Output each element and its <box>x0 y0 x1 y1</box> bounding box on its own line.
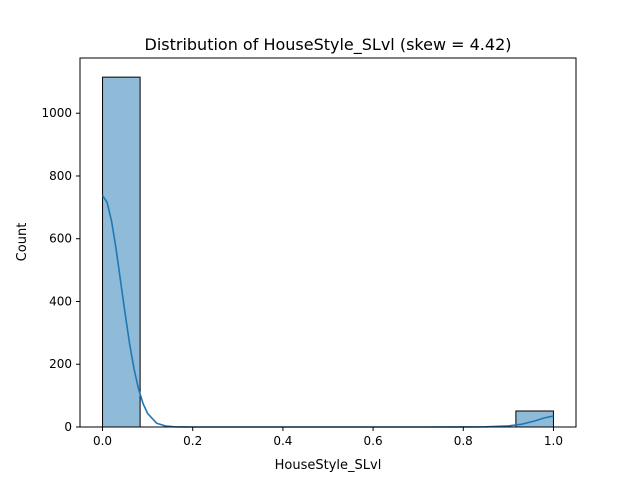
axes-frame <box>79 57 577 428</box>
chart-title: Distribution of HouseStyle_SLvl (skew = … <box>145 35 512 55</box>
y-tick-label: 1000 <box>41 106 72 120</box>
x-tick-label: 0.4 <box>273 434 292 448</box>
y-tick-label: 800 <box>49 169 72 183</box>
y-axis-label: Count <box>15 223 30 262</box>
x-tick-label: 0.6 <box>364 434 383 448</box>
x-tick-label: 0.2 <box>183 434 202 448</box>
x-tick-label: 0.8 <box>454 434 473 448</box>
y-tick-label: 600 <box>49 232 72 246</box>
x-tick-label: 0.0 <box>93 434 112 448</box>
x-axis-label: HouseStyle_SLvl <box>275 458 382 473</box>
x-tick-label: 1.0 <box>544 434 563 448</box>
y-axis-ticks: 0 200 400 600 800 1000 <box>41 106 80 434</box>
y-tick-label: 400 <box>49 294 72 308</box>
y-tick-label: 0 <box>64 420 72 434</box>
kde-line <box>101 194 554 428</box>
kde-layer <box>101 194 554 428</box>
y-tick-label: 200 <box>49 357 72 371</box>
x-axis-ticks: 0.0 0.2 0.4 0.6 0.8 1.0 <box>93 427 563 448</box>
